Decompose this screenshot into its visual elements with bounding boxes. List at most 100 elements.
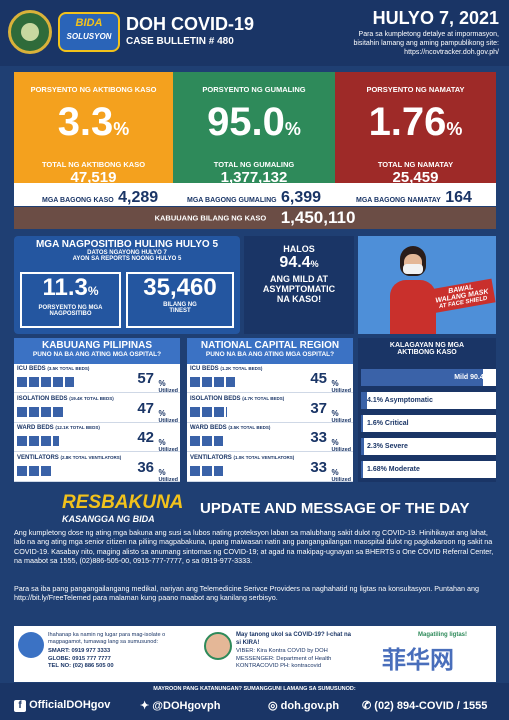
doh-seal-logo [8,10,52,54]
hosp_ncr-row: ISOLATION BEDS (4.7K TOTAL BEDS) 37% Utili… [187,393,353,424]
severity-panel: KALAGAYAN NG MGA AKTIBONG KASO [358,338,496,482]
severity-fill [361,415,363,432]
hosp_ph-row: VENTILATORS (2.8K TOTAL VENTILATORS) 36% U… [14,452,180,483]
new-recovered: MGA BAGONG GUMALING 6,399 [187,189,322,206]
bed-type-label: VENTILATORS (1.0K TOTAL VENTILATORS) [190,454,295,461]
new-cases: MGA BAGONG KASO 4,289 [42,189,159,206]
hosp_ph-row: ICU BEDS (3.5K TOTAL BEDS) 57 % Utilized [14,364,180,394]
severity-row: Mild 90.4% [361,369,496,386]
deaths-pct: 1.76 [368,100,447,144]
severity-fill [361,461,363,478]
mask-reminder-text: BAWAL WALANG MASK AT FACE SHIELD [428,278,496,314]
watermark: 菲华网 [382,647,454,674]
twitter-icon: ✦ [140,700,150,712]
footer: MAYROON PANG KATANUNGAN? SUMANGGUNI LAMA… [0,683,509,720]
active-pct: 3.3 [57,100,114,144]
severity-label: Mild 90.4% [454,374,490,381]
update-title: UPDATE AND MESSAGE OF THE DAY [200,500,470,517]
facebook-link[interactable]: f OfficialDOHgov [14,699,110,712]
utilization-pct: 57 [137,370,154,387]
bed-type-label: WARD BEDS (3.5K TOTAL BEDS) [190,425,271,431]
severity-label: 1.68% Moderate [367,466,420,473]
utilization-pct: 47 [137,399,154,417]
smart-number[interactable]: SMART: 0919 977 3333 [48,648,111,654]
resbakuna-logo: RESBAKUNA KASANGGA NG BIDA [62,492,184,524]
viber-contact[interactable]: VIBER: Kira Kontra COVID by DOH [236,648,328,654]
hospital-ncr-header: NATIONAL CAPITAL REGION PUNO NA BA ANG A… [187,338,353,364]
update-paragraph-2: Para sa iba pang pangangailangang medika… [14,584,479,603]
utilization-bar [190,377,235,387]
tracker-link[interactable]: https://ncovtracker.doh.gov.ph/ [404,49,499,56]
referral-icon [18,632,44,658]
positivity-title: MGA NAGPOSITIBO HULING HULYO 5 [35,239,219,250]
severity-label: 1.6% Critical [367,420,409,427]
facebook-icon: f [14,700,26,712]
active-total: 47,519 [70,169,117,186]
severity-row: 2.3% Severe [361,438,496,455]
utilization-pct: 42 [137,429,154,446]
positivity-panel: MGA NAGPOSITIBO HULING HULYO 5 DATOS NGA… [14,236,240,334]
utilization-bar [17,436,59,446]
utilized-label: % Utilized [331,438,351,453]
deaths-card: PORSYENTO NG NAMATAY 1.76% TOTAL NG NAMA… [335,72,496,186]
contacts-section: Ihahanap ka namin ng lugar para mag-isol… [14,626,496,682]
utilized-label: % Utilized [158,438,178,453]
kira-avatar [204,632,232,660]
mild-asymptomatic-panel: HALOS 94.4% ANG MILD AT ASYMPTOMATIC NA … [244,236,354,334]
phone-icon: ✆ [362,700,372,712]
bed-type-label: VENTILATORS (2.8K TOTAL VENTILATORS) [17,454,122,461]
severity-row: 4.1% Asymptomatic [361,392,496,409]
new-counts-row: MGA BAGONG KASO 4,289 MGA BAGONG GUMALIN… [14,183,496,206]
website-link[interactable]: ◎ doh.gov.ph [268,700,340,712]
page-title: DOH COVID-19 [126,14,255,34]
bida-logo-sub: SOLUSYON [66,32,112,41]
kontracovid-contact[interactable]: KONTRACOVID PH: kontracovid [236,663,322,669]
hotline-link[interactable]: ✆ (02) 894-COVID / 1555 [362,700,488,712]
header-note: Para sa kumpletong detalye at impormasyo… [259,30,499,57]
severity-label: 4.1% Asymptomatic [367,397,433,404]
tel-number[interactable]: TEL NO: (02) 886 505 00 [48,663,114,669]
update-section: RESBAKUNA KASANGGA NG BIDA UPDATE AND ME… [14,488,496,616]
positivity-rate-box: 11.3% PORSYENTO NG MGA NAGPOSITIBO [20,272,121,328]
severity-fill [361,438,364,455]
severity-row: 1.6% Critical [361,415,496,432]
utilized-label: % Utilized [158,379,178,394]
utilized-label: % Utilized [331,467,351,483]
globe-number[interactable]: GLOBE: 0915 777 7777 [48,655,111,662]
update-paragraph-1: Ang kumpletong dose ng ating mga bakuna … [14,528,494,565]
hosp_ph-row: ISOLATION BEDS (19.4K TOTAL BEDS) 47% Util… [14,393,180,424]
utilization-bar [190,465,223,476]
bida-logo-text: BIDA [75,17,103,29]
severity-fill [361,392,367,409]
hosp_ncr-row: VENTILATORS (1.0K TOTAL VENTILATORS) 33% U… [187,452,353,483]
bulletin-number: CASE BULLETIN # 480 [126,36,234,47]
person-illustration [388,246,438,334]
bed-type-label: WARD BEDS (12.1K TOTAL BEDS) [17,425,100,431]
utilization-pct: 33 [310,458,327,476]
hospital-ph-header: KABUUANG PILIPINAS PUNO NA BA ANG ATING … [14,338,180,364]
bed-type-label: ISOLATION BEDS (4.7K TOTAL BEDS) [190,395,285,402]
bed-type-label: ISOLATION BEDS (19.4K TOTAL BEDS) [17,395,114,402]
utilization-pct: 37 [310,399,327,417]
bed-type-label: ICU BEDS (1.2K TOTAL BEDS) [190,366,263,372]
hosp_ph-row: WARD BEDS (12.1K TOTAL BEDS) 42 % Utilized [14,423,180,453]
hospital-ph-panel: KABUUANG PILIPINAS PUNO NA BA ANG ATING … [14,338,180,483]
hosp_ncr-row: ICU BEDS (1.2K TOTAL BEDS) 45 % Utilized [187,364,353,394]
utilization-bar [190,406,227,417]
mask-reminder-banner: BAWAL WALANG MASK AT FACE SHIELD [358,236,496,334]
utilization-pct: 33 [310,429,327,446]
messenger-contact[interactable]: MESSENGER: Department of Health [236,655,332,662]
new-deaths: MGA BAGONG NAMATAY 164 [356,189,472,206]
utilization-pct: 45 [310,370,327,387]
utilization-bar [17,377,74,387]
twitter-link[interactable]: ✦ @DOHgovph [140,700,221,712]
total-cases-bar: KABUUANG BILANG NG KASO 1,450,110 [14,207,496,229]
severity-row: 1.68% Moderate [361,461,496,478]
recovered-pct: 95.0 [207,100,285,144]
utilization-bar [17,406,64,417]
utilized-label: % Utilized [158,467,178,483]
recovered-total: 1,377,132 [220,169,288,186]
severity-fill [361,369,483,386]
hospital-ncr-panel: NATIONAL CAPITAL REGION PUNO NA BA ANG A… [187,338,353,483]
header: BIDA SOLUSYON DOH COVID-19 CASE BULLETIN… [0,0,509,66]
